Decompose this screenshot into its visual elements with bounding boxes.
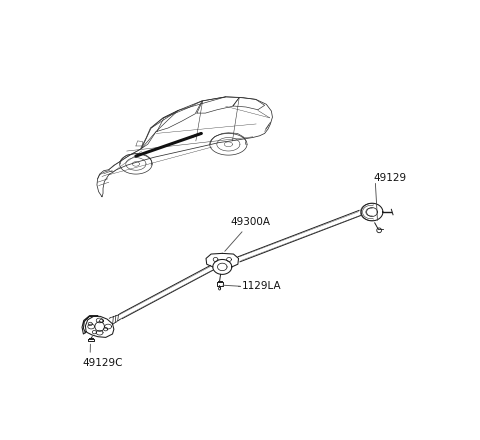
- Text: 49300A: 49300A: [225, 217, 271, 251]
- Text: 49129C: 49129C: [83, 358, 123, 368]
- Text: 1129LA: 1129LA: [241, 281, 281, 291]
- Text: 49129: 49129: [373, 173, 406, 183]
